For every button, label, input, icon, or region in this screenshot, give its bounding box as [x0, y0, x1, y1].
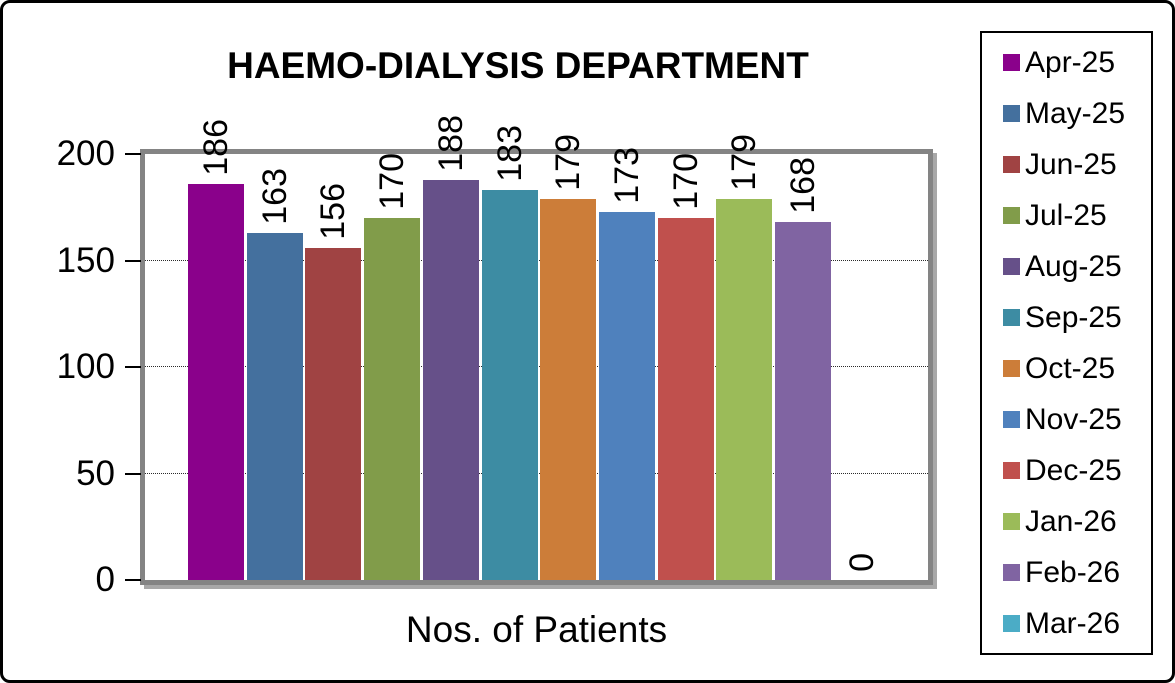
legend-label: Nov-25 — [1025, 402, 1122, 436]
y-axis-label-50: 50 — [76, 453, 115, 493]
data-label-Nov-25: 173 — [599, 147, 655, 204]
bar-Jul-25 — [364, 218, 421, 580]
legend-swatch-icon — [1003, 411, 1020, 428]
legend-label: Oct-25 — [1025, 351, 1116, 385]
data-label-Mar-26: 0 — [834, 553, 890, 572]
legend-item-Feb-26: Feb-26 — [1003, 548, 1151, 598]
legend-label: Jun-25 — [1025, 147, 1117, 181]
data-label-Jan-26: 179 — [716, 134, 772, 191]
data-label-text: 168 — [784, 157, 822, 214]
legend-swatch-icon — [1003, 309, 1020, 326]
bar-Aug-25 — [422, 180, 479, 580]
legend-label: Sep-25 — [1025, 300, 1122, 334]
data-label-text: 170 — [373, 153, 412, 210]
y-axis-label-200: 200 — [56, 134, 115, 173]
data-label-Oct-25: 179 — [540, 134, 596, 191]
bar-Apr-25 — [188, 184, 244, 580]
bar-Jan-26 — [716, 199, 773, 580]
legend-label: Mar-26 — [1025, 606, 1121, 640]
legend-swatch-icon — [1003, 105, 1020, 122]
data-label-Dec-25: 170 — [658, 153, 714, 210]
legend-item-Jun-25: Jun-25 — [1003, 140, 1151, 190]
bar-Jun-25 — [305, 248, 362, 580]
legend-label: May-25 — [1025, 96, 1126, 130]
data-label-Feb-26: 168 — [775, 157, 831, 214]
legend: Apr-25 May-25 Jun-25 Jul-25 Aug-25 Sep-25 Oct-… — [980, 31, 1153, 655]
data-label-Jun-25: 156 — [305, 183, 361, 240]
data-label-Jul-25: 170 — [364, 153, 420, 210]
data-label-May-25: 163 — [247, 168, 303, 225]
legend-label: Feb-26 — [1025, 555, 1121, 589]
y-axis-label-150: 150 — [56, 240, 115, 280]
data-label-text: 170 — [666, 153, 705, 210]
bar-Oct-25 — [540, 199, 597, 580]
legend-swatch-icon — [1003, 360, 1020, 377]
data-label-text: 188 — [431, 115, 470, 172]
legend-swatch-icon — [1003, 615, 1020, 632]
x-axis-title: Nos. of Patients — [405, 609, 668, 650]
legend-swatch-icon — [1003, 156, 1020, 173]
data-label-Sep-25: 183 — [482, 125, 538, 182]
data-label-text: 0 — [842, 553, 881, 572]
legend-item-Oct-25: Oct-25 — [1003, 344, 1151, 394]
data-label-text: 156 — [314, 183, 353, 240]
y-axis-tick-200 — [125, 153, 141, 155]
legend-swatch-icon — [1003, 54, 1020, 71]
legend-label: Jan-26 — [1025, 504, 1117, 538]
data-label-text: 163 — [255, 168, 294, 225]
legend-item-Aug-25: Aug-25 — [1003, 242, 1151, 292]
legend-swatch-icon — [1003, 564, 1020, 581]
plot-inner: 186 163 156 170 188 183 179 173 170 179 168 0 — [145, 115, 928, 580]
bar-Sep-25 — [481, 190, 538, 580]
legend-label: Aug-25 — [1025, 249, 1122, 283]
chart-title: HAEMO-DIALYSIS DEPARTMENT — [227, 45, 809, 86]
legend-label: Dec-25 — [1025, 453, 1122, 487]
legend-item-May-25: May-25 — [1003, 89, 1151, 139]
data-label-text: 179 — [549, 134, 588, 191]
legend-item-Apr-25: Apr-25 — [1003, 38, 1151, 88]
legend-item-Nov-25: Nov-25 — [1003, 395, 1151, 445]
data-label-Aug-25: 188 — [423, 115, 479, 172]
plot-area: 186 163 156 170 188 183 179 173 170 179 168 0 — [140, 115, 933, 585]
bar-Dec-25 — [657, 218, 714, 580]
legend-item-Dec-25: Dec-25 — [1003, 446, 1151, 496]
data-label-text: 179 — [725, 134, 764, 191]
legend-label: Apr-25 — [1025, 45, 1116, 79]
legend-label: Jul-25 — [1025, 198, 1107, 232]
legend-swatch-icon — [1003, 207, 1020, 224]
legend-swatch-icon — [1003, 513, 1020, 530]
data-label-text: 173 — [607, 147, 646, 204]
bar-May-25 — [246, 233, 303, 580]
y-axis-label-100: 100 — [56, 347, 115, 386]
y-axis-tick-150 — [125, 259, 141, 262]
legend-swatch-icon — [1003, 258, 1020, 275]
data-label-text: 186 — [197, 119, 235, 176]
data-label-Apr-25: 186 — [188, 119, 244, 176]
y-axis-tick-0 — [125, 579, 141, 581]
legend-swatch-icon — [1003, 462, 1020, 479]
y-axis-label-0: 0 — [95, 560, 115, 599]
legend-item-Jan-26: Jan-26 — [1003, 497, 1151, 547]
bar-Nov-25 — [598, 212, 655, 580]
legend-item-Jul-25: Jul-25 — [1003, 191, 1151, 241]
legend-item-Sep-25: Sep-25 — [1003, 293, 1151, 343]
legend-item-Mar-26: Mar-26 — [1003, 599, 1151, 649]
y-axis-tick-50 — [125, 472, 141, 475]
y-axis-tick-100 — [125, 366, 141, 368]
bar-Feb-26 — [775, 222, 831, 580]
data-label-text: 183 — [490, 125, 529, 182]
